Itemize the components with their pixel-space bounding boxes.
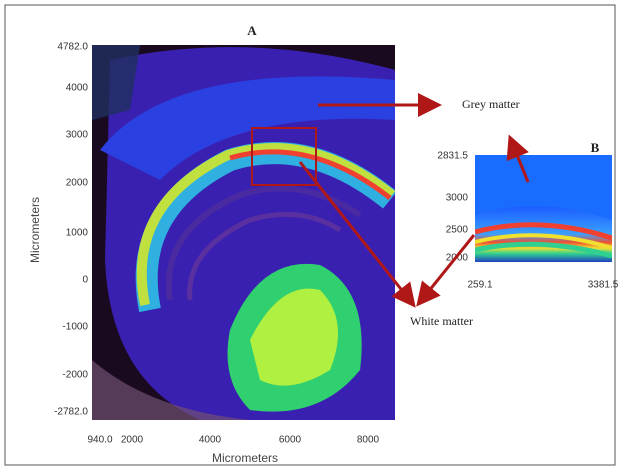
- y-axis-label: Micrometers: [28, 197, 42, 263]
- x-tick-label: 2000: [121, 435, 144, 446]
- y-tick-label: 3000: [446, 193, 469, 204]
- x-axis-label: Micrometers: [212, 451, 278, 465]
- panel-a-image: [92, 45, 395, 420]
- y-tick-label: 2831.5: [437, 151, 468, 162]
- annotation: White matter: [410, 314, 473, 328]
- y-tick-label: 2500: [446, 225, 469, 236]
- y-tick-label: -1000: [62, 322, 88, 333]
- x-tick-label: 8000: [357, 435, 380, 446]
- y-tick-label: -2782.0: [54, 407, 88, 418]
- page: {"figure": { "panel_a": {"label": "A", "…: [0, 0, 621, 470]
- panel-label: B: [591, 140, 600, 155]
- figure: A 4782.0 4000 3000 2000 1000 0 -1000 -20…: [0, 0, 621, 470]
- x-tick-label: 6000: [279, 435, 302, 446]
- x-tick-label: 3381.5: [588, 280, 619, 291]
- y-tick-label: 2000: [66, 178, 89, 189]
- x-tick-label: 4000: [199, 435, 222, 446]
- panel-b-image: [475, 155, 612, 262]
- panel-label: A: [247, 23, 257, 38]
- y-tick-label: 4000: [66, 83, 89, 94]
- y-tick-label: 0: [82, 275, 88, 286]
- x-tick-label: 259.1: [467, 280, 492, 291]
- annotation: Grey matter: [462, 97, 520, 111]
- y-tick-label: -2000: [62, 370, 88, 381]
- y-tick-label: 1000: [66, 228, 89, 239]
- y-tick-label: 3000: [66, 130, 89, 141]
- y-tick-label: 4782.0: [57, 42, 88, 53]
- x-tick-label: 940.0: [87, 435, 112, 446]
